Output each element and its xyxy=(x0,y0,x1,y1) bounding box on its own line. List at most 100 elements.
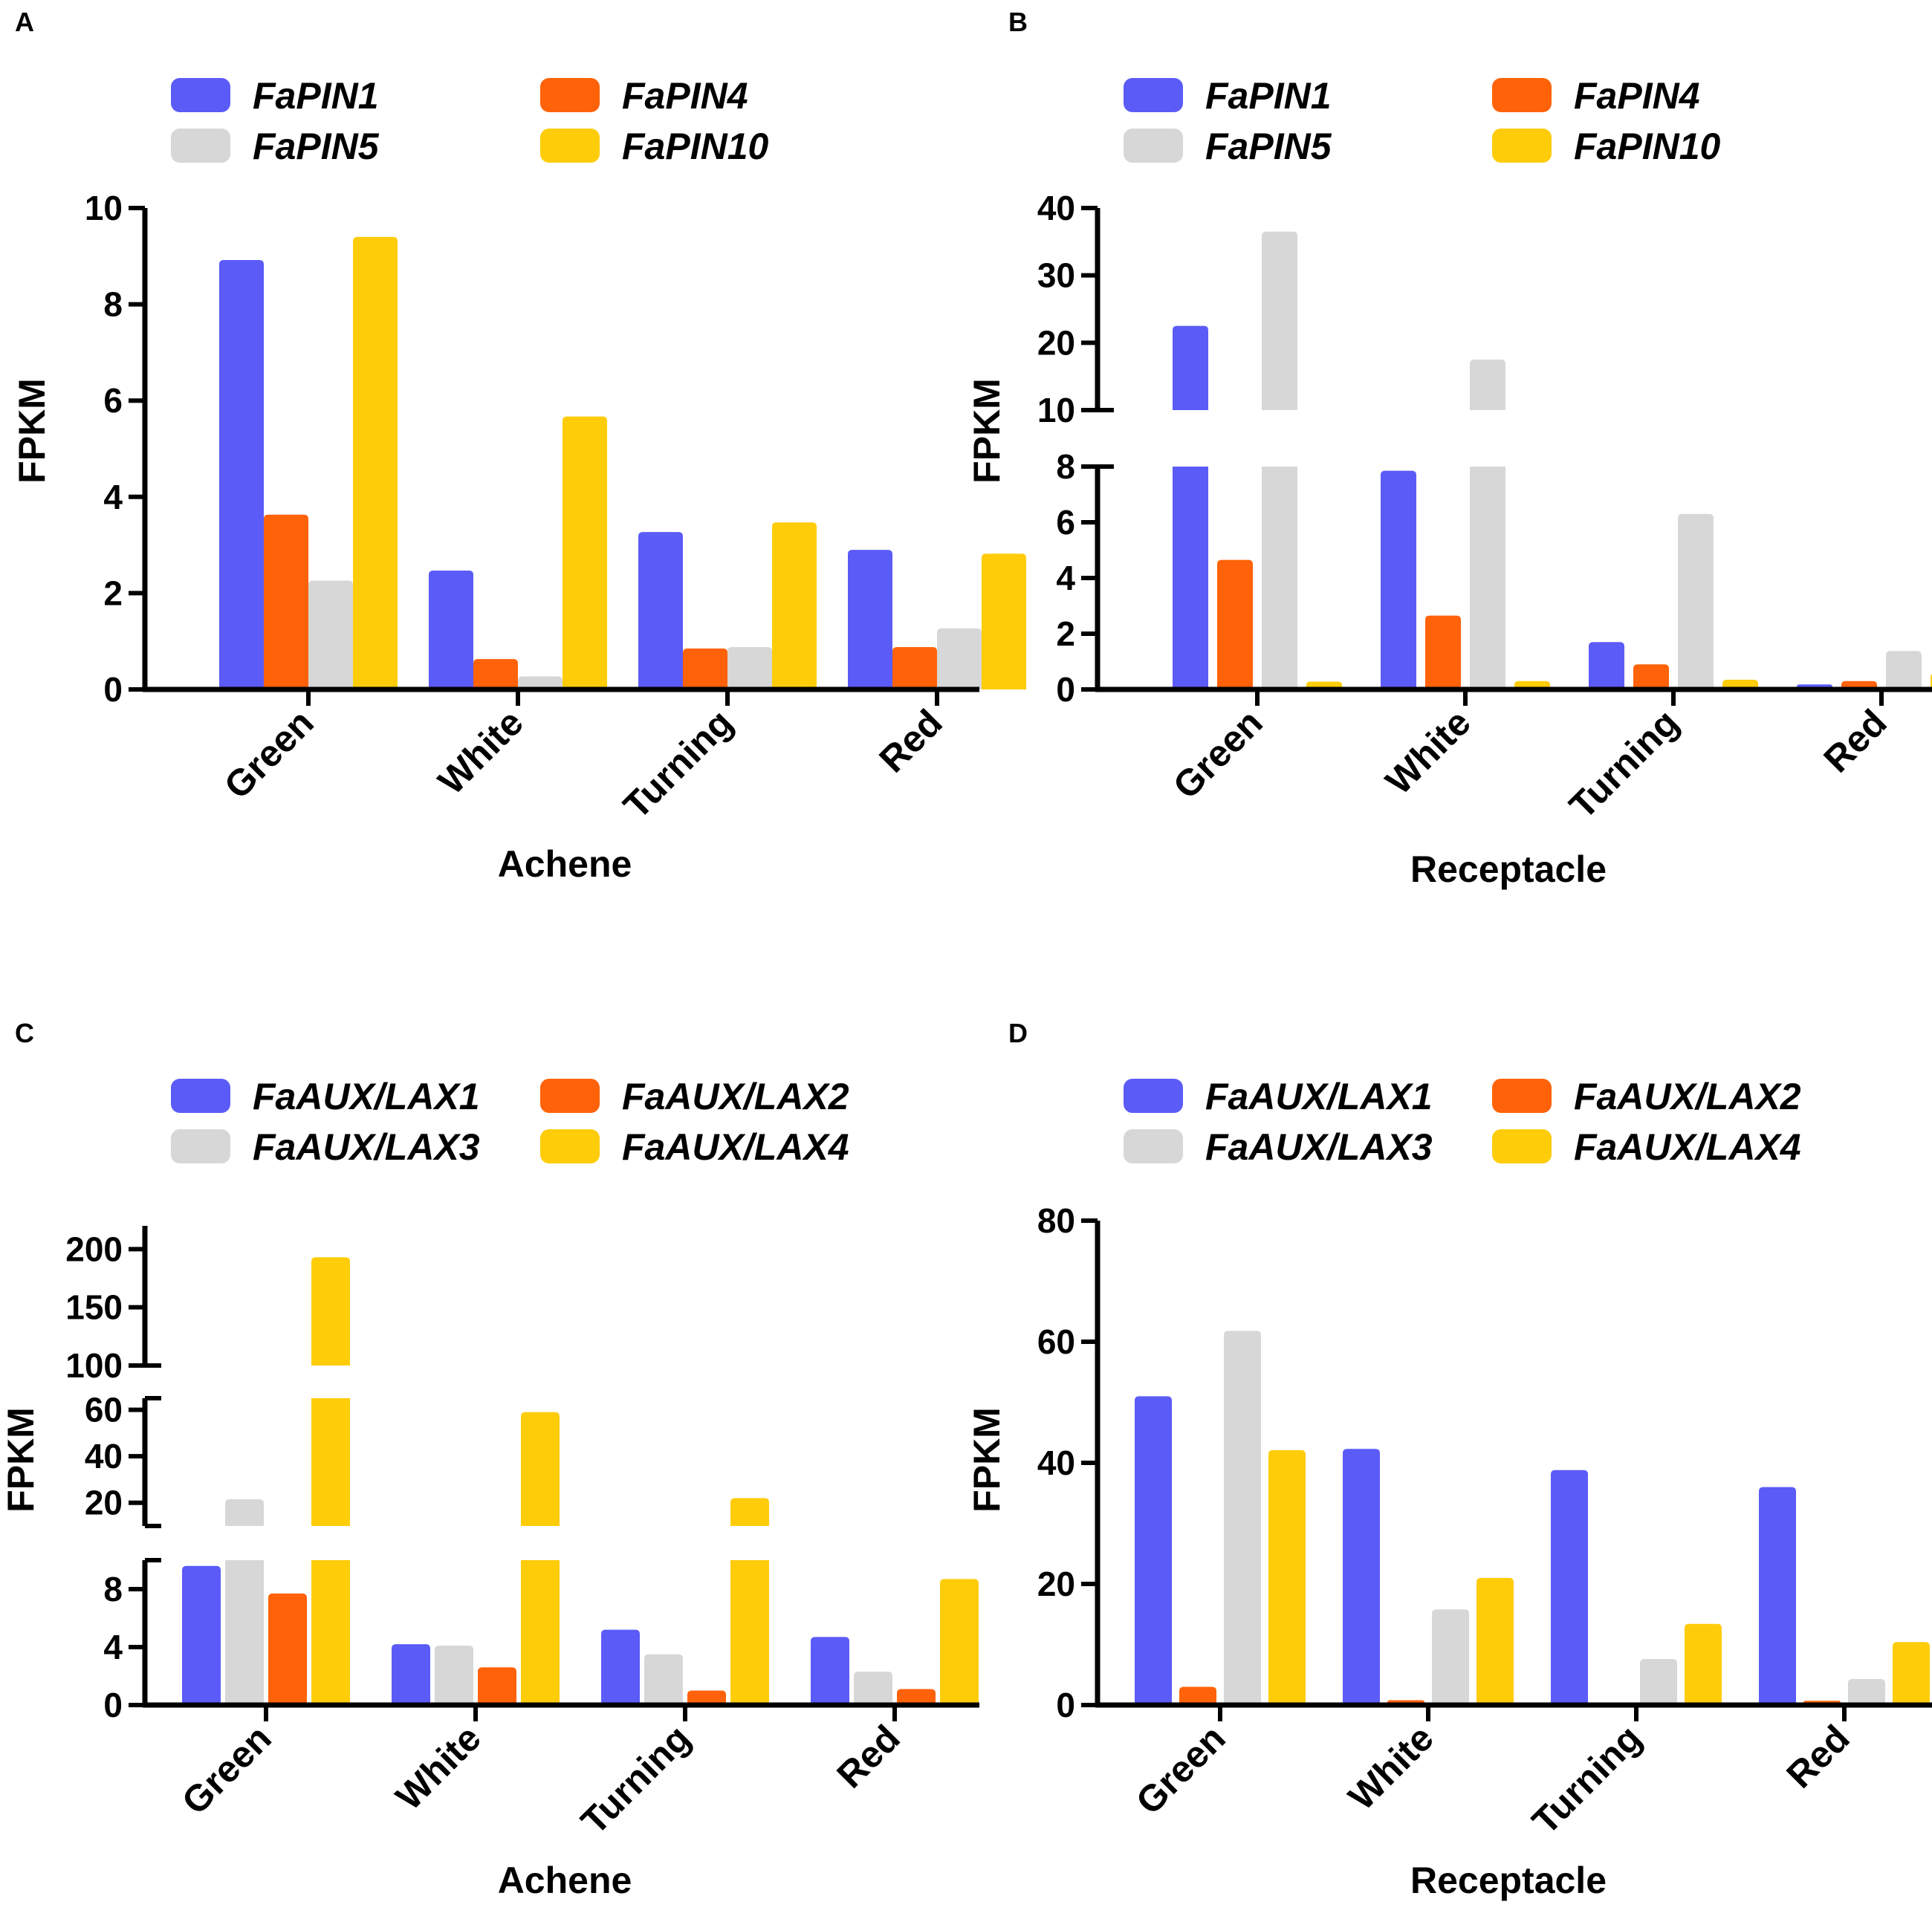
legend: FaAUX/LAX1 FaAUX/LAX2 FaAUX/LAX3 FaAUX/LAX4 xyxy=(1124,1076,1801,1168)
bar xyxy=(848,550,892,689)
bars xyxy=(182,1257,979,1705)
legend-label: FaPIN4 xyxy=(622,75,748,117)
y-tick-label: 200 xyxy=(65,1230,123,1268)
legend-swatch-gray xyxy=(171,1129,230,1163)
x-tick-label: Green xyxy=(1165,701,1271,807)
legend-label: FaPIN5 xyxy=(253,126,380,167)
y-axis: 0 2 4 6 8 10 20 30 40 xyxy=(1037,189,1114,709)
y-tick-label: 40 xyxy=(1037,1444,1075,1482)
bar xyxy=(937,628,982,689)
bar xyxy=(730,1498,769,1526)
y-tick-label: 20 xyxy=(85,1484,123,1522)
x-axis: Green White Turning Red xyxy=(174,1705,908,1842)
y-tick-label: 60 xyxy=(1037,1322,1075,1361)
bar xyxy=(268,1593,307,1705)
x-tick-label: Turning xyxy=(615,701,741,827)
bar xyxy=(687,1690,726,1705)
y-tick-label: 8 xyxy=(1056,447,1075,486)
bar xyxy=(1179,1686,1216,1705)
x-tick-label: Green xyxy=(1128,1717,1234,1822)
y-tick-label: 0 xyxy=(103,670,123,709)
legend: FaPIN1 FaPIN4 FaPIN5 FaPIN10 xyxy=(1124,75,1721,167)
legend-swatch-orange xyxy=(540,78,600,112)
y-tick-label: 4 xyxy=(103,1628,123,1666)
legend-swatch-orange xyxy=(1492,1079,1552,1113)
legend-label: FaPIN5 xyxy=(1205,126,1332,167)
bar xyxy=(1551,1470,1588,1705)
bar xyxy=(353,236,398,689)
x-tick-label: Red xyxy=(1815,701,1894,780)
bar xyxy=(1343,1449,1380,1705)
legend-swatch-yellow xyxy=(540,129,600,163)
bar xyxy=(1268,1449,1306,1705)
legend-swatch-blue xyxy=(171,78,230,112)
bars xyxy=(1135,1331,1930,1705)
bar xyxy=(683,648,727,689)
y-axis-title: FPKM xyxy=(966,1407,1008,1513)
legend-label: FaAUX/LAX2 xyxy=(1574,1076,1801,1117)
bar xyxy=(811,1637,849,1705)
y-tick-label: 150 xyxy=(65,1288,123,1327)
bar xyxy=(644,1654,683,1705)
bar xyxy=(429,570,473,689)
bar xyxy=(940,1579,979,1705)
y-tick-label: 0 xyxy=(1056,1686,1075,1724)
legend-label: FaAUX/LAX3 xyxy=(253,1126,480,1168)
y-tick-label: 6 xyxy=(1056,503,1075,542)
legend-label: FaPIN10 xyxy=(622,126,769,167)
bar xyxy=(311,1560,350,1705)
bar xyxy=(1173,325,1208,410)
legend-label: FaAUX/LAX4 xyxy=(1574,1126,1801,1168)
x-tick-label: Turning xyxy=(1524,1717,1650,1842)
legend-label: FaAUX/LAX3 xyxy=(1205,1126,1433,1168)
bar xyxy=(1217,559,1253,689)
x-tick-label: White xyxy=(1341,1717,1442,1818)
legend-swatch-blue xyxy=(171,1079,230,1113)
x-axis-title: Achene xyxy=(498,1860,632,1901)
bar xyxy=(772,522,817,689)
y-tick-label: 10 xyxy=(85,189,123,227)
bar xyxy=(311,1398,350,1526)
bar xyxy=(225,1560,264,1705)
x-tick-label: White xyxy=(1378,701,1479,802)
chart-panel-b: B FaPIN1 FaPIN4 FaPIN5 FaPIN10 0 2 4 6 8 10 20 30 40 G… xyxy=(966,7,1932,890)
y-tick-label: 8 xyxy=(103,1570,123,1608)
bar xyxy=(219,259,264,689)
y-tick-label: 40 xyxy=(85,1437,123,1475)
bars xyxy=(1173,231,1932,689)
x-axis: Green White Turning Red xyxy=(1165,689,1895,827)
y-tick-label: 100 xyxy=(65,1346,123,1385)
x-axis: Green White Turning Red xyxy=(216,689,950,827)
y-tick-label: 40 xyxy=(1037,189,1075,227)
bar xyxy=(563,416,607,689)
y-axis: 0 2 4 6 8 10 xyxy=(85,189,148,709)
y-tick-label: 0 xyxy=(103,1686,123,1724)
x-tick-label: White xyxy=(430,701,531,802)
bar xyxy=(1381,470,1416,689)
bar xyxy=(1678,513,1714,689)
panel-label: C xyxy=(15,1018,34,1048)
panel-label: A xyxy=(15,7,34,37)
x-tick-label: Red xyxy=(829,1717,907,1796)
bar xyxy=(473,659,518,689)
y-tick-label: 2 xyxy=(103,574,123,612)
bar xyxy=(1759,1487,1796,1705)
legend-swatch-orange xyxy=(1492,78,1552,112)
y-tick-label: 0 xyxy=(1056,670,1075,709)
y-tick-label: 60 xyxy=(85,1391,123,1429)
bar xyxy=(1135,1396,1172,1705)
bar xyxy=(521,1412,560,1526)
y-axis-title: FPKM xyxy=(0,1407,42,1513)
legend-swatch-blue xyxy=(1124,1079,1183,1113)
bars xyxy=(219,236,1026,689)
bar xyxy=(1173,467,1208,689)
x-tick-label: White xyxy=(388,1717,489,1818)
bar xyxy=(1685,1623,1722,1705)
bar xyxy=(1224,1331,1261,1705)
bar xyxy=(892,646,937,689)
y-axis-title: FPKM xyxy=(11,378,53,484)
y-axis: 0 20 40 60 80 xyxy=(1037,1201,1100,1724)
y-tick-label: 6 xyxy=(103,381,123,420)
